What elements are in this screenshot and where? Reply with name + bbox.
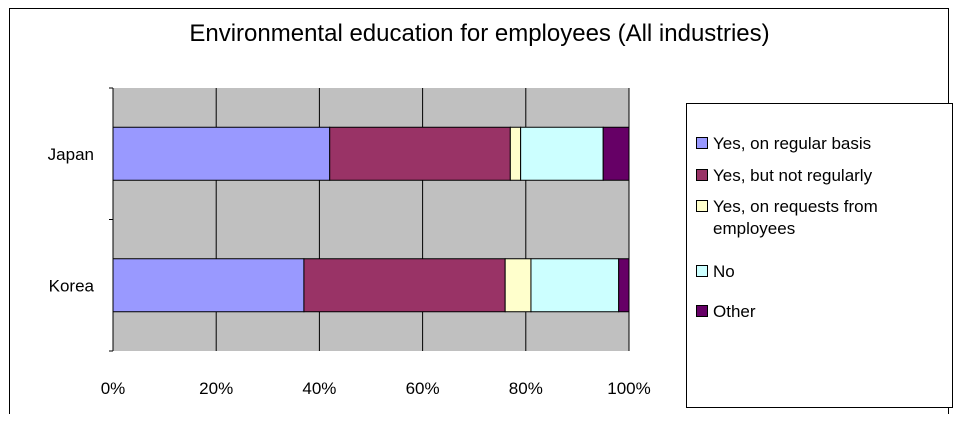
legend-label: Yes, on requests from employees [713,197,878,238]
bar-korea-series-2 [303,258,506,313]
legend-swatch [696,200,708,212]
legend-label: Yes, on regular basis [713,134,872,153]
legend-swatch [696,137,708,149]
bar-japan-series-1 [112,126,331,181]
x-tick-label: 100% [607,379,650,398]
bar-korea-series-1 [112,258,305,313]
bar-japan-series-2 [329,126,511,181]
legend-item: Yes, but not regularly [696,165,943,187]
legend-label: Yes, but not regularly [713,166,873,185]
legend-swatch [696,265,708,277]
x-tick-label: 60% [406,379,440,398]
bar-korea-series-4 [530,258,620,313]
bar-japan-series-3 [509,126,522,181]
legend-swatch [696,169,708,181]
chart-title: Environmental education for employees (A… [189,20,770,47]
x-tick-label: 0% [101,379,126,398]
bar-japan-series-5 [602,126,630,181]
category-label: Korea [49,276,95,295]
legend-item: No [696,261,943,283]
category-label: Japan [48,145,94,164]
bar-korea-series-5 [618,258,630,313]
legend: Yes, on regular basis Yes, but not regula… [686,103,953,408]
x-tick-label: 80% [509,379,543,398]
legend-item: Other [696,301,943,323]
legend-item: Yes, on requests from employees [696,196,943,240]
legend-swatch [696,305,708,317]
bar-japan-series-4 [520,126,604,181]
legend-label: Other [713,302,756,321]
x-tick-label: 20% [199,379,233,398]
legend-item: Yes, on regular basis [696,133,943,155]
bar-korea-series-3 [504,258,532,313]
legend-label: No [713,262,735,281]
x-tick-label: 40% [302,379,336,398]
